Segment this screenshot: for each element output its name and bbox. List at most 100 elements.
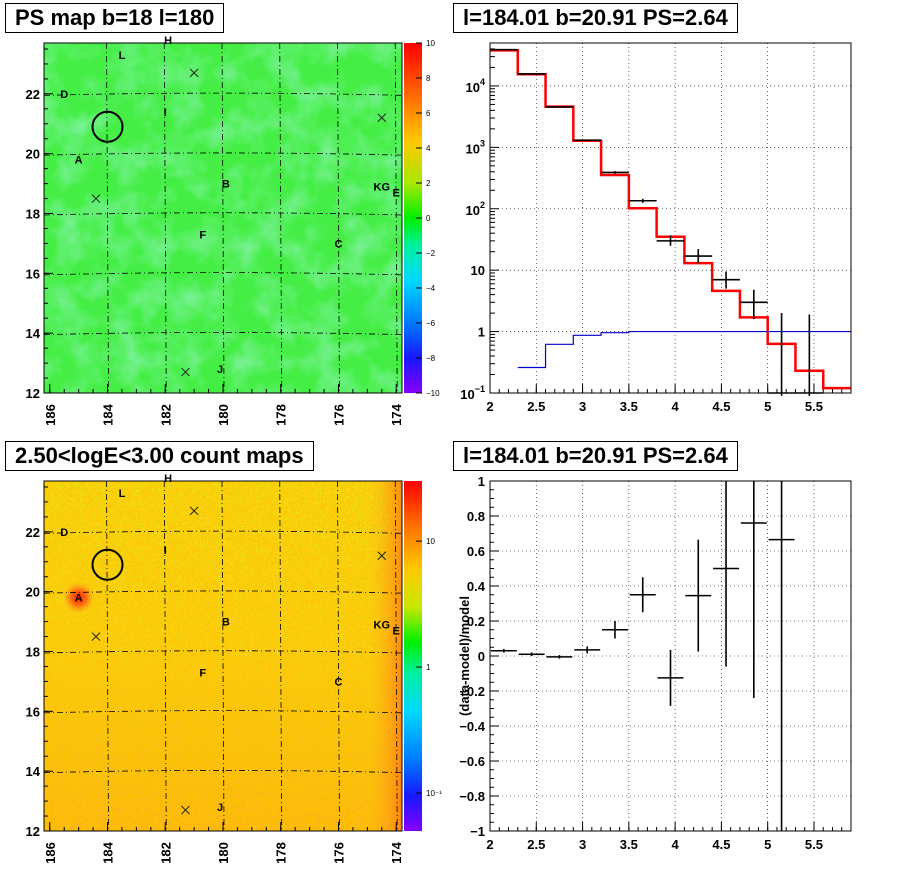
source-label: F xyxy=(199,229,206,241)
map-grid-l-line xyxy=(163,480,167,832)
y-tick-label: −0.8 xyxy=(459,789,485,804)
y-tick-label: 14 xyxy=(26,326,41,341)
ps-map-source-marks: L H D I A B KG E F C J xyxy=(60,35,400,377)
colorbar-tick-label: 10⁻¹ xyxy=(426,789,442,798)
y-tick-label: 0.6 xyxy=(467,544,485,559)
source-circle-marker xyxy=(91,110,124,143)
source-label: C xyxy=(335,676,343,688)
count-map-source-a-blob xyxy=(62,581,95,614)
x-tick-label: 174 xyxy=(389,841,404,863)
x-tick-label: 182 xyxy=(158,404,173,426)
colorbar-tick-label: −6 xyxy=(426,319,436,328)
y-tick-label: 104 xyxy=(466,77,485,95)
source-label: J xyxy=(217,802,223,814)
residual-y-label: (data-model)/model xyxy=(457,596,472,716)
spectrum-chart: 2 2.5 3 3.5 4 4.5 5 5.5 1 10 104 103 102 10−1 xyxy=(460,42,852,414)
y-tick-label: 18 xyxy=(26,645,40,660)
ps-map-heat-texture xyxy=(44,43,402,393)
x-tick-label: 5 xyxy=(764,399,771,414)
y-tick-label: 1 xyxy=(478,325,485,340)
x-tick-label: 3 xyxy=(579,837,586,852)
y-tick-label: 102 xyxy=(466,200,485,218)
colorbar-tick-label: 8 xyxy=(426,74,431,83)
residual-chart: 2 2.5 3 3.5 4 4.5 5 5.5 1 0.8 0.6 0.4 0.2 0 −0.2 −0.4 −0… xyxy=(457,474,852,852)
x-tick-label: 3.5 xyxy=(620,399,638,414)
y-tick-label: 12 xyxy=(26,386,40,401)
y-tick-label: −0.2 xyxy=(459,684,485,699)
y-tick-label: 0.2 xyxy=(467,614,485,629)
count-map-grid xyxy=(43,480,403,832)
colorbar-tick-label: −10 xyxy=(426,389,440,398)
x-tick-label: 5.5 xyxy=(805,837,823,852)
source-label: I xyxy=(164,545,167,557)
y-tick-label: −0.6 xyxy=(459,754,485,769)
x-tick-label: 2.5 xyxy=(527,399,545,414)
source-cross-marker xyxy=(377,113,387,123)
y-tick-label: 16 xyxy=(26,266,40,281)
source-cross-marker xyxy=(91,194,101,203)
count-map-source-marks: L H D I A B KG E F C J xyxy=(60,473,400,815)
y-tick-label: −0.4 xyxy=(459,719,485,734)
y-tick-label: 1 xyxy=(478,474,485,489)
x-tick-label: 184 xyxy=(101,841,116,863)
y-tick-label: 0 xyxy=(478,649,485,664)
map-grid-l-line xyxy=(106,42,109,394)
y-tick-label: 20 xyxy=(26,585,40,600)
source-label: E xyxy=(393,626,400,638)
colorbar-tick-label: −8 xyxy=(426,354,436,363)
source-circle-marker xyxy=(91,548,124,581)
x-tick-label: 186 xyxy=(43,404,58,426)
colorbar-tick-label: 0 xyxy=(426,214,431,223)
source-label: D xyxy=(60,89,68,101)
residual-series xyxy=(490,481,795,831)
map-grid-l-line xyxy=(163,42,167,394)
map-grid-l-line xyxy=(337,42,340,394)
spectrum-axes: 2 2.5 3 3.5 4 4.5 5 5.5 1 10 104 103 102 10−1 xyxy=(460,42,852,414)
colorbar-tick-label: 2 xyxy=(426,179,431,188)
source-label: D xyxy=(60,527,68,539)
x-tick-label: 3.5 xyxy=(620,837,638,852)
source-cross-marker xyxy=(181,367,190,377)
colorbar-tick-label: 10 xyxy=(426,537,435,546)
y-tick-label: 20 xyxy=(26,147,40,162)
y-tick-label: 0.4 xyxy=(467,579,486,594)
y-tick-label: 103 xyxy=(466,138,485,156)
ps-map-title: PS map b=18 l=180 xyxy=(5,3,225,33)
y-tick-label: 22 xyxy=(26,87,40,102)
y-tick-label: 0.8 xyxy=(467,509,485,524)
source-cross-marker xyxy=(189,506,199,516)
source-label: H xyxy=(164,35,172,47)
count-map-heat-pixels xyxy=(44,481,402,831)
source-label: KG xyxy=(374,182,391,194)
source-label: L xyxy=(119,50,126,62)
y-tick-label: 22 xyxy=(26,525,40,540)
source-label: F xyxy=(199,667,206,679)
x-tick-label: 2 xyxy=(486,399,493,414)
x-tick-label: 176 xyxy=(331,404,346,426)
ps-map-colorbar xyxy=(404,43,422,393)
spectrum-title: l=184.01 b=20.91 PS=2.64 xyxy=(453,3,738,33)
x-tick-label: 184 xyxy=(101,403,116,425)
map-grid-l-line xyxy=(279,42,283,394)
map-grid-l-line xyxy=(394,42,398,394)
source-cross-marker xyxy=(91,632,101,641)
ps-map-colorbar-ticks: 10 8 6 4 2 0 −2 −4 −6 −8 −10 xyxy=(416,39,440,398)
ps-map-grid xyxy=(43,42,403,394)
spectrum-plot-area xyxy=(490,43,851,393)
ps-map-axes: 186 184 182 180 178 176 174 22 20 18 16 14 12 xyxy=(26,48,404,426)
source-label: E xyxy=(393,188,400,200)
y-tick-label: 14 xyxy=(26,764,41,779)
source-label: A xyxy=(75,593,83,605)
map-grid-l-line xyxy=(337,480,340,832)
x-tick-label: 2.5 xyxy=(527,837,545,852)
source-label: H xyxy=(164,473,172,485)
x-tick-label: 180 xyxy=(216,404,231,426)
x-tick-label: 186 xyxy=(43,842,58,864)
y-tick-label: 10−1 xyxy=(460,384,485,402)
map-grid-l-line xyxy=(279,480,283,832)
count-map-colorbar xyxy=(404,481,422,831)
residual-title: l=184.01 b=20.91 PS=2.64 xyxy=(453,441,738,471)
colorbar-tick-label: −4 xyxy=(426,284,436,293)
